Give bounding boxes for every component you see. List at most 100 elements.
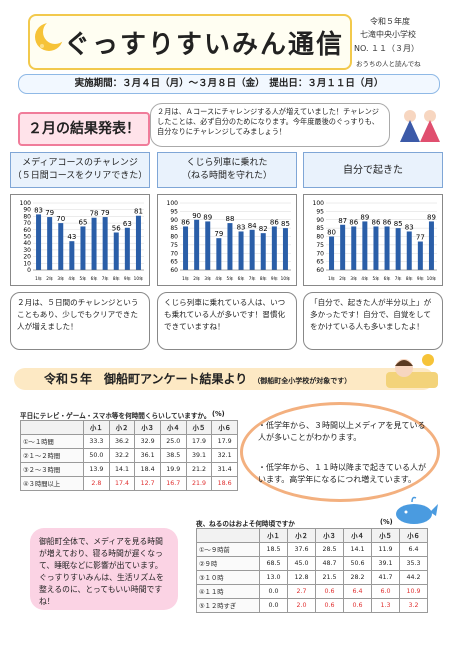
table-cell: 3.2	[399, 598, 428, 613]
table-header-cell: 小６	[399, 528, 428, 543]
table-cell: 17.9	[211, 434, 238, 449]
row-label: ③２～３時間	[20, 462, 84, 477]
x-tick-label: 9年	[124, 275, 131, 282]
x-tick-label: 4年	[68, 275, 75, 282]
moon-icon	[35, 20, 66, 51]
table-cell: 0.6	[343, 598, 372, 613]
bar	[351, 226, 357, 270]
chart-2-heading: くじら列車に乗れた （ねる時間を守れた）	[157, 152, 297, 188]
table-cell: 2.8	[83, 476, 110, 491]
table-cell: 31.4	[211, 462, 238, 477]
table-header-cell	[20, 420, 84, 435]
table-header-cell: 小５	[371, 528, 400, 543]
issue-number: NO. １１（３月）	[354, 44, 420, 53]
chart-1-heading-line1: メディアコースのチャレンジ	[22, 158, 138, 168]
y-tick-label: 85	[316, 225, 324, 232]
chart-3-heading-line1: 自分で起きた	[343, 165, 403, 176]
bedtime-table: 小１ 小２ 小３ 小４ 小５ 小６ ①～９時前 18.5 37.6 28.5 14.1 11.9 6.4…	[196, 528, 428, 613]
y-tick-label: 70	[23, 220, 31, 227]
table1-unit: (%)	[212, 410, 225, 418]
survey-title: 令和５年 御船町アンケート結果より	[44, 372, 248, 386]
y-tick-label: 100	[313, 200, 325, 207]
x-tick-label: 9年	[271, 275, 278, 282]
newsletter-title: ぐっすりすいみん通信	[64, 30, 345, 60]
bar-value-label: 81	[134, 208, 143, 216]
chart-2-heading-line2: （ねる時間を守れた）	[181, 171, 272, 181]
table-cell: 32.2	[108, 448, 136, 463]
table-cell: 12.8	[287, 570, 316, 585]
row-label: ②１～２時間	[20, 448, 84, 463]
table-header-cell: 小６	[211, 420, 238, 435]
table-cell: 32.9	[134, 434, 161, 449]
bar-value-label: 86	[383, 218, 392, 226]
survey-note: 御船町全体で、メディアを見る時間が増えており、寝る時間が遅くなって、睡眠などに影…	[30, 528, 178, 610]
x-tick-label: 5年	[373, 275, 380, 282]
chart-1-svg: 0102030405060708090100831年792年703年434年65…	[20, 200, 144, 282]
y-tick-label: 90	[170, 217, 178, 224]
row-label: ⑤１２時すぎ	[196, 598, 260, 613]
table-header-cell: 小４	[159, 420, 187, 435]
table-row: ①～９時前 18.5 37.6 28.5 14.1 11.9 6.4	[196, 542, 428, 557]
chart-1: 0 10 20 30 40 50 60 70 80 90 100 83 1年 79 2年 70 3年 43 4年 65…	[10, 194, 150, 286]
table-cell: 18.4	[134, 462, 161, 477]
chart-2-comment: くじら列車に乗れている人は、いつも乗れている人が多いです！習慣化できていますね！	[157, 292, 297, 350]
x-tick-label: 2年	[193, 275, 200, 282]
bar	[113, 232, 119, 270]
table-cell: 50.0	[83, 448, 110, 463]
table-cell: 38.5	[159, 448, 187, 463]
table-cell: 21.9	[185, 476, 213, 491]
bar-value-label: 85	[394, 220, 403, 228]
bar-value-label: 85	[281, 220, 290, 228]
table-cell: 25.0	[159, 434, 187, 449]
table-cell: 44.2	[399, 570, 428, 585]
bar	[271, 226, 277, 270]
table-cell: 2.7	[287, 584, 316, 599]
bar-value-label: 90	[192, 212, 201, 220]
y-tick-label: 90	[316, 217, 324, 224]
bar-value-label: 88	[225, 215, 234, 223]
bar	[282, 228, 288, 270]
bar-value-label: 86	[371, 218, 380, 226]
table-cell: 0.0	[259, 598, 288, 613]
table-cell: 14.1	[343, 542, 372, 557]
table1-caption: 平日にテレビ・ゲーム・スマホ等を何時間くらいしていますか。	[20, 412, 211, 420]
school-name: 七滝中央小学校	[360, 30, 416, 39]
x-tick-label: 10年	[281, 275, 291, 282]
sleeping-child-icon	[386, 354, 438, 388]
bar	[362, 221, 368, 270]
table-header-cell: 小１	[83, 420, 110, 435]
table-cell: 21.2	[185, 462, 213, 477]
table-cell: 6.4	[343, 584, 372, 599]
bar-value-label: 70	[56, 215, 65, 223]
bar	[227, 223, 233, 270]
bar-value-label: 89	[427, 213, 436, 221]
bar	[340, 224, 346, 270]
y-tick-label: 40	[23, 240, 31, 247]
y-tick-label: 95	[170, 208, 178, 215]
finding-1: ・低学年から、３時間以上メディアを見ている人が多いことがわかります。	[258, 421, 426, 442]
table-cell: 18.6	[211, 476, 238, 491]
table-cell: 32.1	[211, 448, 238, 463]
bar-value-label: 84	[248, 222, 257, 230]
chart-2: 60 65 70 75 80 85 90 95 100 86 1年 90 2年 89 3年 79 4年 88 5年 8…	[157, 194, 297, 286]
table-row: ③２～３時間 13.9 14.1 18.4 19.9 21.2 31.4	[20, 462, 238, 477]
table-cell: 1.3	[371, 598, 400, 613]
y-tick-label: 65	[170, 259, 178, 266]
title-box	[28, 14, 352, 70]
bar	[428, 221, 434, 270]
chart-2-svg: 6065707580859095100861年902年893年794年885年8…	[167, 200, 291, 282]
y-tick-label: 30	[23, 247, 31, 254]
findings-ellipse	[240, 402, 440, 502]
x-tick-label: 3年	[350, 275, 357, 282]
x-tick-label: 5年	[80, 275, 87, 282]
table-row: ③１０時 13.0 12.8 21.5 28.2 41.7 44.2	[196, 570, 428, 585]
x-tick-label: 10年	[134, 275, 144, 282]
bar-value-label: 63	[123, 220, 132, 228]
table-row: ②１～２時間 50.0 32.2 36.1 38.5 39.1 32.1	[20, 448, 238, 463]
table2-caption: 夜、ねるのはおよそ何時頃ですか	[196, 520, 295, 528]
table-cell: 13.0	[259, 570, 288, 585]
y-tick-label: 70	[316, 250, 324, 257]
table-header-cell: 小２	[287, 528, 316, 543]
table-row: ①～１時間 33.3 36.2 32.9 25.0 17.9 17.9	[20, 434, 238, 449]
results-title: ２月の結果発表！	[18, 112, 150, 146]
